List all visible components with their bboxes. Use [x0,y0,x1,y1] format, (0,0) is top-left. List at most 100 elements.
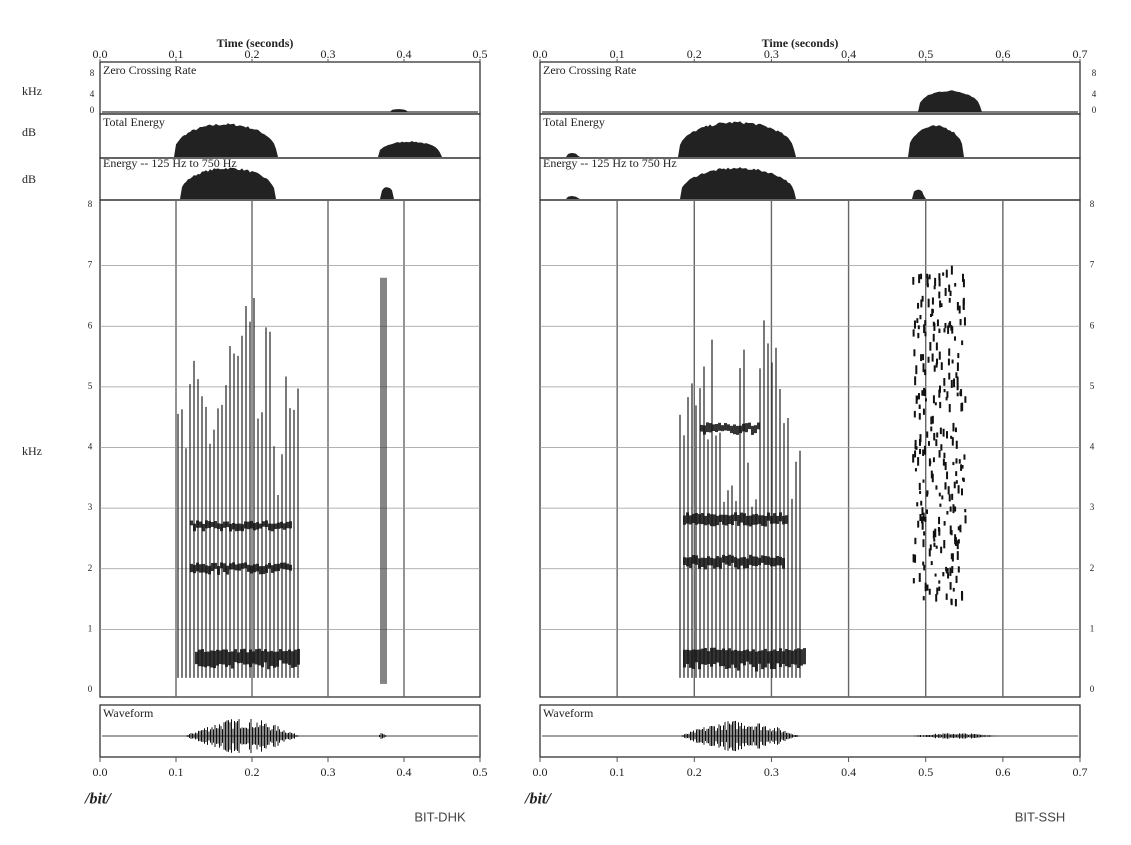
frication [915,446,918,450]
frication [917,520,920,528]
frication [949,582,952,590]
formant [220,523,223,532]
formant [758,650,761,664]
formant [710,514,713,527]
formant [719,557,722,569]
formant [234,649,237,663]
formant [782,515,785,525]
side-label: dB [22,172,36,186]
frication [930,561,933,566]
formant [716,649,719,663]
formant [707,556,710,566]
energy-curve [174,123,292,157]
frication [950,325,953,331]
frication [912,554,915,563]
formant [727,424,730,431]
frication [954,336,957,341]
track-frame [539,704,1081,758]
frication [913,349,916,357]
time-axis-title: Time (seconds) [217,36,294,50]
formant [205,565,208,574]
formant [196,520,199,528]
formant [237,652,240,664]
frication [956,376,959,380]
formant [716,556,719,568]
time-tick-top: 0.1 [610,47,625,61]
freq-tick: 1 [88,623,93,633]
frication [950,598,953,604]
frication [927,356,930,363]
freq-tick: 2 [88,563,93,573]
frication [948,494,951,502]
formant [288,649,291,665]
frication [919,434,922,443]
frication [962,273,965,282]
frication [957,539,960,544]
formant [273,651,276,668]
formant [223,563,226,573]
frication [916,502,919,507]
zcr-scale: 8 [1092,68,1097,78]
formant [752,556,755,566]
formant [731,555,734,563]
frication [928,548,931,557]
frication [956,392,959,397]
formant [235,564,238,571]
frication [957,526,960,531]
freq-tick: 4 [1090,442,1095,452]
frication [924,369,927,376]
frication [951,553,954,562]
frication [949,506,952,512]
frication [950,265,953,275]
formant [710,647,713,667]
formant [749,515,752,527]
formant [755,651,758,672]
formant [728,648,731,669]
frication [914,439,917,446]
frication [914,554,917,563]
frication [923,531,926,536]
frication [918,438,921,446]
frication [960,403,963,412]
band-energy-curve [680,167,812,199]
frication [923,445,926,455]
frication [948,297,951,303]
panel: Time (seconds) 0.0 0.0 0.1 0.1 0.2 0.2 0.3 0.3 0.… [524,36,1097,825]
time-tick-bottom: 0.0 [93,765,108,779]
frication [948,284,951,292]
formant [722,514,725,525]
frication [933,538,936,542]
frication [935,342,938,351]
frication [948,403,951,413]
formant [683,649,686,668]
formant [785,515,788,524]
track-title: Zero Crossing Rate [103,63,196,77]
frication [949,567,952,576]
energy-curve [378,141,450,157]
band-energy-curve [380,187,396,199]
frication [929,544,932,551]
band-energy-curve [566,196,580,199]
frication [949,525,952,535]
frication [930,426,933,432]
frication [954,427,957,433]
formant [277,522,280,529]
formant [265,520,268,528]
frication [949,290,952,296]
formant [758,515,761,524]
frication [954,539,957,545]
frication [960,464,963,471]
formant [755,556,758,567]
formant [767,512,770,521]
formant [686,557,689,567]
frication [942,428,945,437]
formant [294,649,297,667]
time-axis-title: Time (seconds) [762,36,839,50]
formant [707,651,710,665]
frication [946,431,949,439]
frication [949,321,952,326]
frication [914,376,917,386]
formant [701,513,704,525]
formant [764,555,767,565]
formant [746,515,749,526]
